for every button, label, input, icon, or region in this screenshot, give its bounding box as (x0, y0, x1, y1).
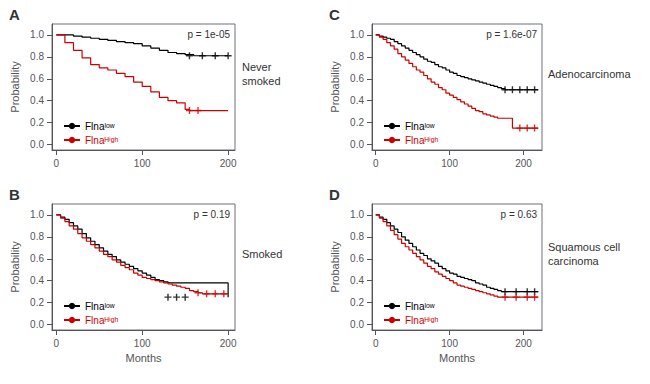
svg-text:100: 100 (134, 338, 151, 349)
svg-text:Flnaˡᵒʷ: Flnaˡᵒʷ (85, 121, 115, 132)
svg-text:0: 0 (54, 158, 60, 169)
svg-text:100: 100 (441, 338, 458, 349)
svg-text:0.2: 0.2 (30, 297, 44, 308)
svg-text:1.0: 1.0 (30, 209, 44, 220)
svg-text:0.6: 0.6 (350, 253, 364, 264)
svg-text:1.0: 1.0 (350, 209, 364, 220)
svg-text:0.0: 0.0 (350, 139, 364, 150)
svg-text:0.8: 0.8 (350, 51, 364, 62)
svg-text:p = 1e-05: p = 1e-05 (187, 29, 230, 40)
svg-text:Flnaˡᵒʷ: Flnaˡᵒʷ (405, 301, 435, 312)
svg-text:B: B (9, 186, 20, 203)
svg-text:Adenocarcinoma: Adenocarcinoma (548, 68, 631, 80)
svg-text:Probability: Probability (9, 241, 21, 293)
svg-text:0: 0 (54, 338, 60, 349)
svg-text:0.8: 0.8 (30, 231, 44, 242)
svg-text:100: 100 (441, 158, 458, 169)
svg-text:smoked: smoked (242, 75, 281, 87)
svg-text:0.4: 0.4 (350, 275, 364, 286)
svg-text:0: 0 (373, 338, 379, 349)
svg-text:Probability: Probability (329, 241, 341, 293)
svg-text:Never: Never (242, 61, 272, 73)
svg-text:200: 200 (220, 158, 237, 169)
svg-text:200: 200 (515, 338, 532, 349)
svg-text:Probability: Probability (9, 61, 21, 113)
svg-text:200: 200 (515, 158, 532, 169)
svg-text:0.4: 0.4 (350, 95, 364, 106)
svg-text:0.4: 0.4 (30, 275, 44, 286)
svg-text:p = 0.63: p = 0.63 (501, 209, 538, 220)
svg-text:0.6: 0.6 (350, 73, 364, 84)
svg-text:p = 0.19: p = 0.19 (194, 209, 231, 220)
svg-text:Squamous cell: Squamous cell (548, 241, 620, 253)
svg-text:1.0: 1.0 (350, 29, 364, 40)
svg-text:0: 0 (373, 158, 379, 169)
svg-text:0.2: 0.2 (350, 297, 364, 308)
svg-text:A: A (9, 6, 20, 23)
svg-text:carcinoma: carcinoma (548, 255, 600, 267)
svg-text:C: C (329, 6, 340, 23)
svg-text:Smoked: Smoked (242, 248, 282, 260)
svg-text:0.6: 0.6 (30, 253, 44, 264)
svg-text:D: D (329, 186, 340, 203)
svg-text:0.2: 0.2 (30, 117, 44, 128)
svg-text:Flnaᴴⁱᵍʰ: Flnaᴴⁱᵍʰ (405, 315, 439, 326)
svg-text:p = 1.6e-07: p = 1.6e-07 (486, 29, 537, 40)
svg-text:Flnaᴴⁱᵍʰ: Flnaᴴⁱᵍʰ (85, 315, 119, 326)
svg-text:Flnaˡᵒʷ: Flnaˡᵒʷ (405, 121, 435, 132)
svg-text:100: 100 (134, 158, 151, 169)
svg-text:Months: Months (125, 352, 162, 364)
svg-text:0.2: 0.2 (350, 117, 364, 128)
svg-text:200: 200 (220, 338, 237, 349)
svg-text:0.0: 0.0 (350, 319, 364, 330)
svg-text:Flnaᴴⁱᵍʰ: Flnaᴴⁱᵍʰ (85, 135, 119, 146)
svg-text:0.4: 0.4 (30, 95, 44, 106)
svg-text:0.8: 0.8 (350, 231, 364, 242)
svg-text:0.6: 0.6 (30, 73, 44, 84)
svg-text:0.8: 0.8 (30, 51, 44, 62)
svg-text:Probability: Probability (329, 61, 341, 113)
svg-text:Flnaᴴⁱᵍʰ: Flnaᴴⁱᵍʰ (405, 135, 439, 146)
svg-text:Flnaˡᵒʷ: Flnaˡᵒʷ (85, 301, 115, 312)
svg-text:0.0: 0.0 (30, 319, 44, 330)
svg-text:Months: Months (439, 352, 476, 364)
svg-text:1.0: 1.0 (30, 29, 44, 40)
svg-text:0.0: 0.0 (30, 139, 44, 150)
